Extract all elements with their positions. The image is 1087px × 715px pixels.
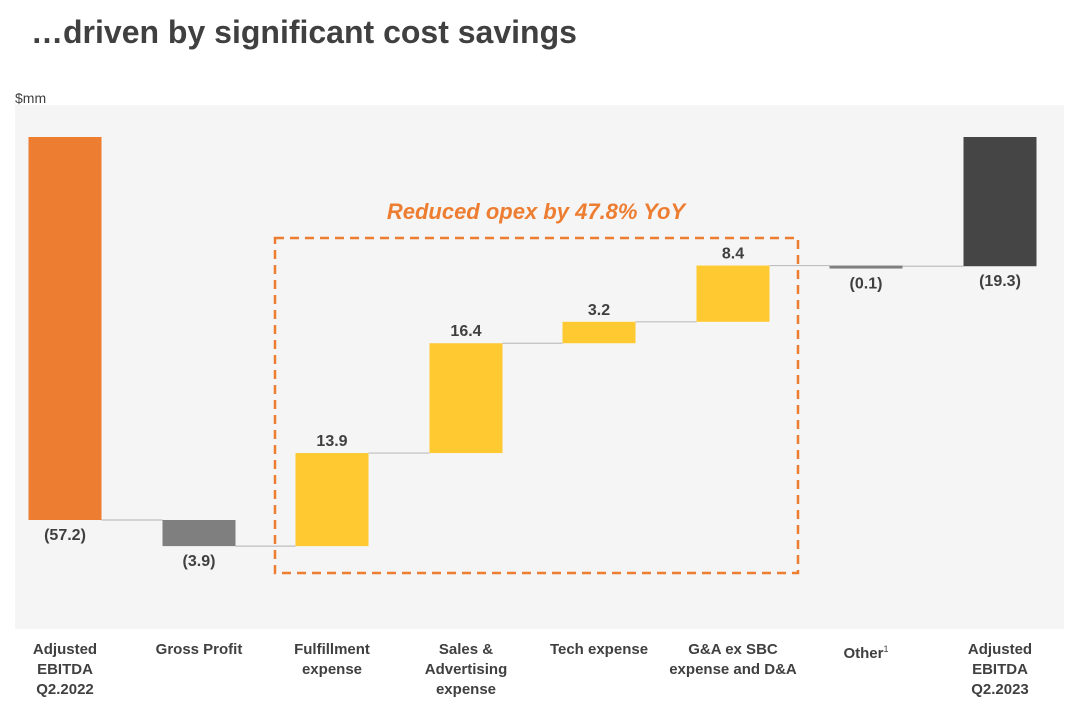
footnote-marker: 1: [883, 644, 889, 654]
unit-label: $mm: [15, 90, 47, 106]
page-title: …driven by significant cost savings: [31, 14, 577, 50]
opex-annotation-box: [273, 236, 800, 575]
data-label-4: 16.4: [450, 323, 481, 340]
data-label-1: (57.2): [44, 527, 86, 544]
data-label-2: (3.9): [183, 553, 216, 570]
category-label-5: Tech expense: [549, 641, 649, 658]
category-label-2: Gross Profit: [155, 641, 243, 658]
category-label-6: G&A ex SBC expense and D&A: [669, 641, 797, 678]
category-label-1: Adjusted EBITDA Q2.2022: [32, 641, 98, 698]
bar-4: [429, 343, 503, 454]
category-label-8: Adjusted EBITDA Q2.2023: [967, 641, 1033, 698]
bar-5: [562, 321, 636, 344]
bar-8: [963, 137, 1037, 267]
category-label-4: Sales & Advertising expense: [424, 641, 508, 698]
data-label-3: 13.9: [316, 433, 347, 450]
data-label-6: 8.4: [722, 246, 744, 263]
bar-3: [295, 453, 369, 547]
data-label-8: (19.3): [979, 273, 1021, 290]
bar-7: [829, 265, 903, 269]
data-label-7: (0.1): [850, 276, 883, 293]
opex-annotation-text: Reduced opex by 47.8% YoY: [387, 199, 688, 224]
bar-6: [696, 265, 770, 322]
category-label-7: Other1: [843, 644, 889, 663]
data-label-5: 3.2: [588, 302, 610, 319]
bar-1: [28, 137, 102, 520]
category-label-3: Fulfillment expense: [294, 641, 370, 678]
bar-2: [162, 520, 236, 547]
